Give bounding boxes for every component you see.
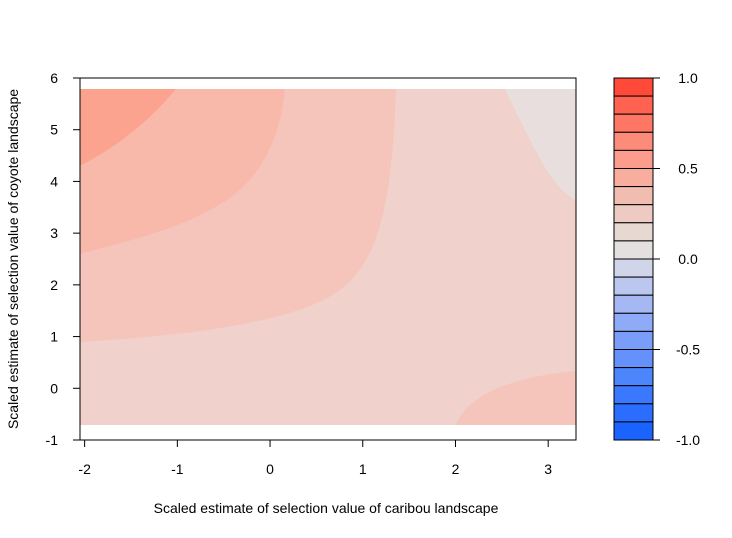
colorbar-swatch [613, 77, 654, 97]
contour-region-bottom-right [456, 371, 576, 425]
contour-regions [80, 89, 576, 425]
x-tick-label: 1 [359, 461, 367, 477]
colorbar-swatch [613, 294, 654, 314]
colorbar-swatch [613, 258, 654, 278]
x-tick-label: 2 [452, 461, 460, 477]
colorbar-swatch [613, 349, 654, 369]
colorbar-swatch [613, 186, 654, 206]
y-tick-label: 3 [50, 225, 58, 241]
y-tick-label: 5 [50, 122, 58, 138]
y-tick-label: 6 [50, 70, 58, 86]
colorbar-tick-label: 1.0 [678, 70, 698, 86]
y-tick-label: 2 [50, 277, 58, 293]
y-tick-label: 4 [50, 173, 58, 189]
colorbar-swatch [613, 312, 654, 332]
x-tick-label: -1 [171, 461, 184, 477]
colorbar [613, 77, 654, 441]
colorbar-swatch [613, 240, 654, 260]
colorbar-tick-label: 0.5 [678, 161, 698, 177]
colorbar-tick-label: -1.0 [676, 432, 700, 448]
colorbar-swatch [613, 403, 654, 423]
contour-region-0.4-0.5 [80, 89, 176, 166]
y-axis-label: Scaled estimate of selection value of co… [5, 89, 21, 429]
colorbar-swatch [613, 113, 654, 133]
colorbar-swatch [613, 204, 654, 224]
y-tick-label: 1 [50, 329, 58, 345]
colorbar-tick-label: -0.5 [676, 342, 700, 358]
colorbar-swatch [613, 330, 654, 350]
colorbar-swatch [613, 131, 654, 151]
x-tick-label: -2 [78, 461, 91, 477]
colorbar-swatch [613, 222, 654, 242]
colorbar-swatch [613, 421, 654, 441]
y-tick-label: -1 [46, 432, 59, 448]
colorbar-axis: 1.0 0.5 0.0 -0.5 -1.0 [652, 70, 700, 448]
contour-region-0.0-0.1 [505, 89, 576, 200]
colorbar-swatch [613, 385, 654, 405]
x-tick-label: 0 [266, 461, 274, 477]
y-tick-label: 0 [50, 380, 58, 396]
y-axis: -1 0 1 2 3 4 5 6 [46, 70, 81, 448]
x-axis-label: Scaled estimate of selection value of ca… [154, 500, 499, 516]
colorbar-swatch [613, 95, 654, 115]
x-tick-label: 3 [544, 461, 552, 477]
colorbar-swatch [613, 168, 654, 188]
colorbar-swatch [613, 149, 654, 169]
x-axis: -2 -1 0 1 2 3 [78, 439, 552, 477]
colorbar-swatch [613, 367, 654, 387]
colorbar-tick-label: 0.0 [678, 251, 698, 267]
colorbar-swatch [613, 276, 654, 296]
